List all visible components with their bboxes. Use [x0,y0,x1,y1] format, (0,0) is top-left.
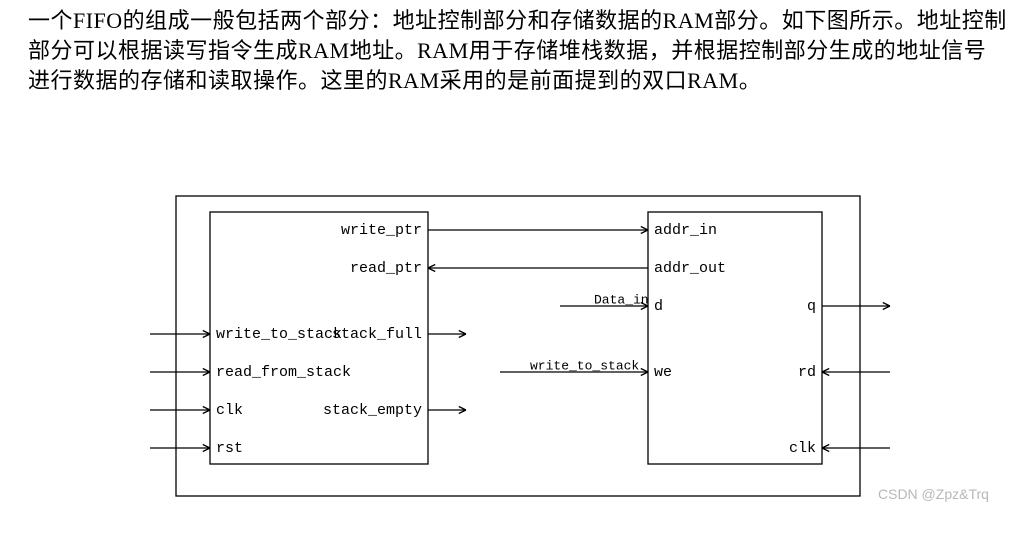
svg-text:read_ptr: read_ptr [350,260,422,277]
svg-text:q: q [807,298,816,315]
svg-text:addr_out: addr_out [654,260,726,277]
svg-text:rst: rst [216,440,243,457]
svg-text:read_from_stack: read_from_stack [216,364,351,381]
fifo-block-diagram: write_to_stack read_from_stackclk rst write… [0,0,1029,539]
svg-text:rd: rd [798,364,816,381]
svg-text:d: d [654,298,663,315]
svg-text:write_ptr: write_ptr [341,222,422,239]
watermark-text: CSDN @Zpz&Trq [878,486,989,502]
svg-text:we: we [654,364,672,381]
svg-text:stack_full: stack_full [332,326,422,343]
svg-text:write_to_stack: write_to_stack [530,358,639,373]
svg-text:addr_in: addr_in [654,222,717,239]
svg-text:clk: clk [216,402,243,419]
svg-text:clk: clk [789,440,816,457]
svg-text:stack_empty: stack_empty [323,402,422,419]
svg-text:Data_in: Data_in [594,292,649,307]
page-root: 一个FIFO的组成一般包括两个部分：地址控制部分和存储数据的RAM部分。如下图所… [0,0,1029,539]
svg-text:write_to_stack: write_to_stack [216,326,342,343]
